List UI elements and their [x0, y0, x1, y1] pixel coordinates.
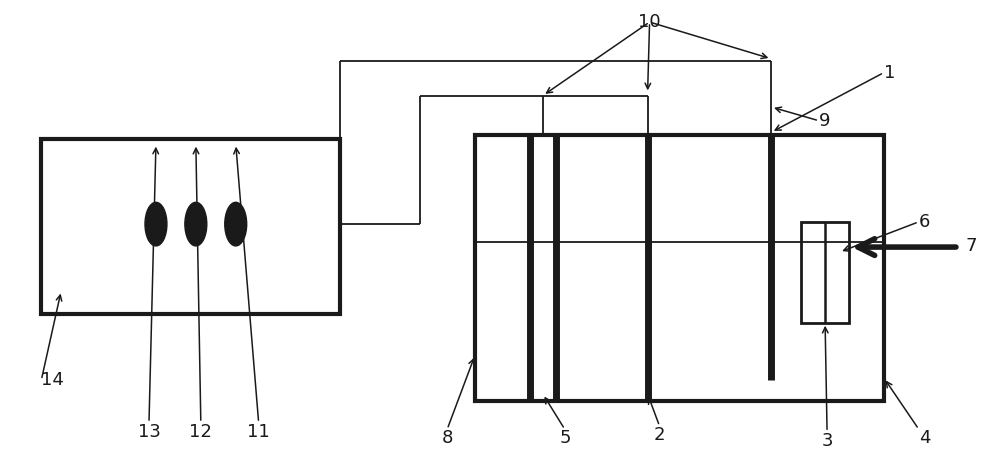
Text: 2: 2 [654, 426, 665, 444]
Ellipse shape [185, 202, 207, 246]
Text: 5: 5 [559, 429, 571, 447]
Text: 14: 14 [41, 371, 64, 389]
Text: 4: 4 [919, 429, 930, 447]
Text: 11: 11 [247, 423, 270, 441]
Text: 1: 1 [884, 64, 895, 82]
Text: 12: 12 [189, 423, 212, 441]
Text: 13: 13 [138, 423, 160, 441]
Ellipse shape [145, 202, 167, 246]
Text: 7: 7 [966, 237, 977, 255]
Text: 9: 9 [819, 112, 831, 130]
Text: 3: 3 [821, 432, 833, 450]
Text: 8: 8 [441, 429, 453, 447]
Text: 6: 6 [919, 213, 930, 231]
Ellipse shape [225, 202, 247, 246]
Text: 10: 10 [638, 13, 661, 31]
